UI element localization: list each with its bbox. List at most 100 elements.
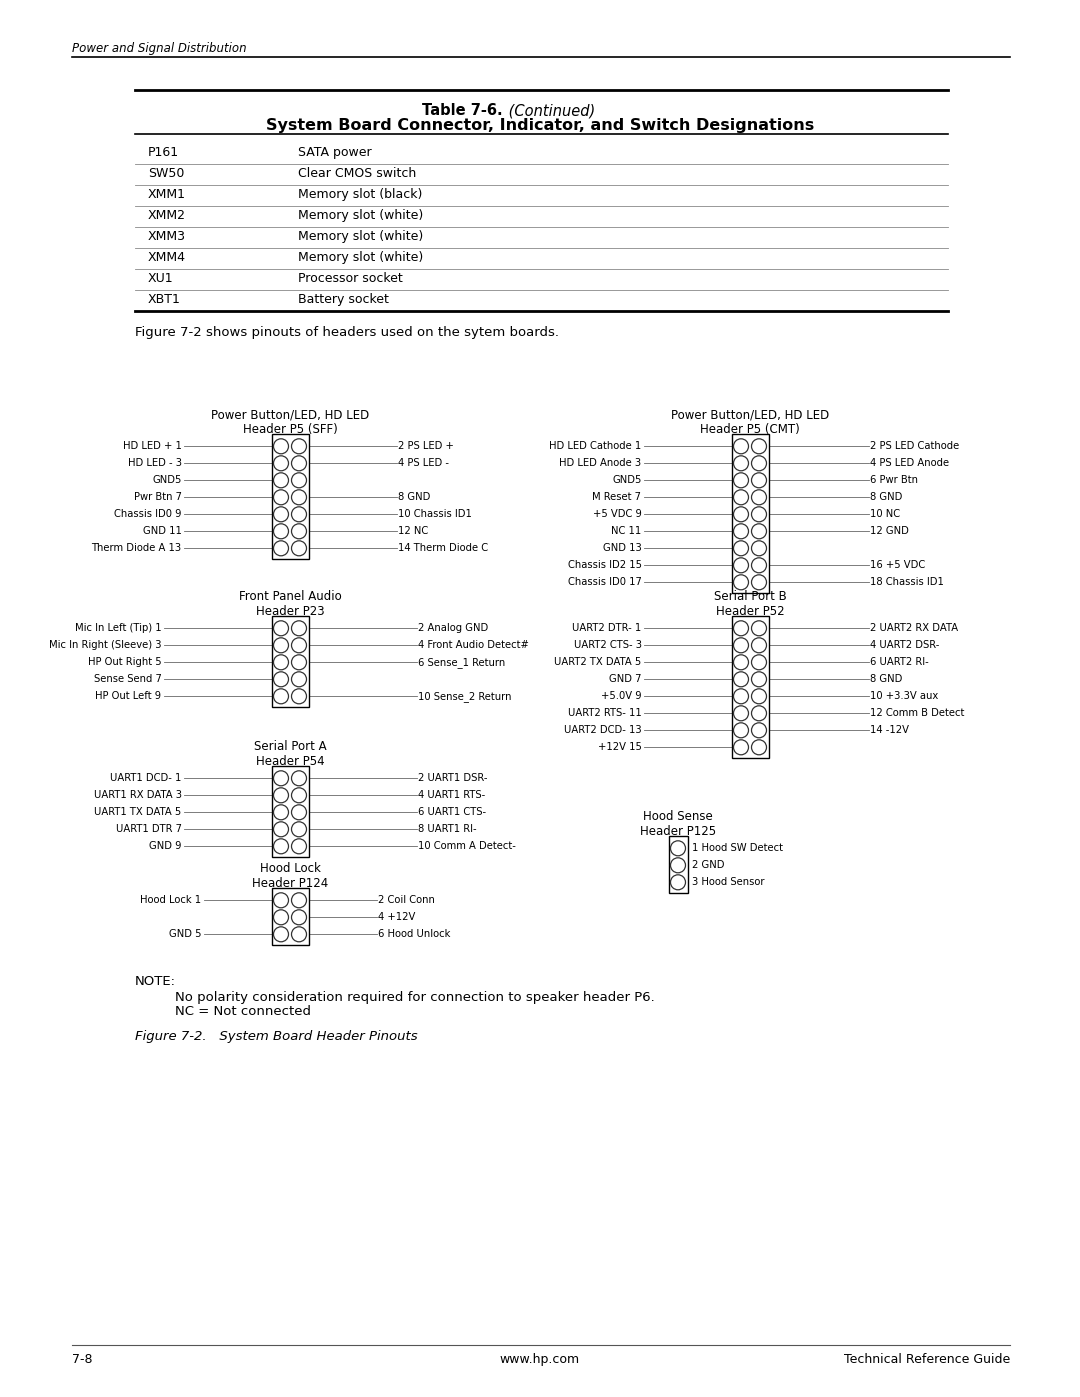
Text: XMM1: XMM1 bbox=[148, 189, 186, 201]
Text: Power Button/LED, HD LED
Header P5 (SFF): Power Button/LED, HD LED Header P5 (SFF) bbox=[211, 408, 369, 436]
Text: 10 Comm A Detect-: 10 Comm A Detect- bbox=[419, 841, 516, 851]
Text: XMM3: XMM3 bbox=[148, 231, 186, 243]
Text: HD LED Cathode 1: HD LED Cathode 1 bbox=[550, 441, 642, 451]
Text: 16 +5 VDC: 16 +5 VDC bbox=[870, 560, 926, 570]
Text: (Continued): (Continued) bbox=[504, 103, 595, 117]
Bar bbox=[669, 835, 688, 893]
Text: XU1: XU1 bbox=[148, 272, 174, 285]
Text: 4 +12V: 4 +12V bbox=[378, 912, 416, 922]
Text: 7-8: 7-8 bbox=[72, 1354, 93, 1366]
Text: Chassis ID2 15: Chassis ID2 15 bbox=[567, 560, 642, 570]
Text: 2 UART1 DSR-: 2 UART1 DSR- bbox=[419, 774, 488, 784]
Text: P161: P161 bbox=[148, 147, 179, 159]
Text: GND5: GND5 bbox=[152, 475, 181, 485]
Text: Memory slot (white): Memory slot (white) bbox=[298, 231, 423, 243]
Text: XBT1: XBT1 bbox=[148, 293, 180, 306]
Text: Figure 7-2.   System Board Header Pinouts: Figure 7-2. System Board Header Pinouts bbox=[135, 1030, 418, 1044]
Text: XMM4: XMM4 bbox=[148, 251, 186, 264]
Text: +5.0V 9: +5.0V 9 bbox=[600, 692, 642, 701]
Text: NC 11: NC 11 bbox=[611, 527, 642, 536]
Text: XMM2: XMM2 bbox=[148, 210, 186, 222]
Text: 4 UART1 RTS-: 4 UART1 RTS- bbox=[419, 791, 486, 800]
Text: Power Button/LED, HD LED
Header P5 (CMT): Power Button/LED, HD LED Header P5 (CMT) bbox=[671, 408, 829, 436]
Text: 2 Analog GND: 2 Analog GND bbox=[419, 623, 489, 633]
Text: Front Panel Audio
Header P23: Front Panel Audio Header P23 bbox=[239, 590, 341, 617]
Text: 10 Chassis ID1: 10 Chassis ID1 bbox=[399, 510, 472, 520]
Text: HD LED - 3: HD LED - 3 bbox=[127, 458, 181, 468]
Text: SATA power: SATA power bbox=[298, 147, 372, 159]
Text: UART2 CTS- 3: UART2 CTS- 3 bbox=[573, 640, 642, 650]
Text: 4 PS LED Anode: 4 PS LED Anode bbox=[870, 458, 949, 468]
Text: 4 PS LED -: 4 PS LED - bbox=[399, 458, 449, 468]
Text: Clear CMOS switch: Clear CMOS switch bbox=[298, 168, 416, 180]
Bar bbox=[271, 766, 309, 856]
Text: 14 -12V: 14 -12V bbox=[870, 725, 909, 735]
Text: 10 Sense_2 Return: 10 Sense_2 Return bbox=[419, 692, 512, 701]
Text: 2 GND: 2 GND bbox=[691, 861, 724, 870]
Text: +12V 15: +12V 15 bbox=[597, 742, 642, 753]
Text: 8 UART1 RI-: 8 UART1 RI- bbox=[419, 824, 477, 834]
Text: 12 Comm B Detect: 12 Comm B Detect bbox=[870, 708, 964, 718]
Text: Serial Port A
Header P54: Serial Port A Header P54 bbox=[254, 740, 326, 768]
Text: Therm Diode A 13: Therm Diode A 13 bbox=[92, 543, 181, 553]
Text: 10 +3.3V aux: 10 +3.3V aux bbox=[870, 692, 939, 701]
Text: M Reset 7: M Reset 7 bbox=[593, 492, 642, 503]
Text: Battery socket: Battery socket bbox=[298, 293, 389, 306]
Text: 2 PS LED +: 2 PS LED + bbox=[399, 441, 455, 451]
Text: UART1 DTR 7: UART1 DTR 7 bbox=[116, 824, 181, 834]
Text: GND 5: GND 5 bbox=[168, 929, 202, 939]
Text: 2 PS LED Cathode: 2 PS LED Cathode bbox=[870, 441, 960, 451]
Text: Memory slot (black): Memory slot (black) bbox=[298, 189, 422, 201]
Text: Hood Sense
Header P125: Hood Sense Header P125 bbox=[640, 810, 716, 838]
Text: Technical Reference Guide: Technical Reference Guide bbox=[843, 1354, 1010, 1366]
Text: System Board Connector, Indicator, and Switch Designations: System Board Connector, Indicator, and S… bbox=[266, 117, 814, 133]
Text: UART2 RTS- 11: UART2 RTS- 11 bbox=[568, 708, 642, 718]
Text: HP Out Right 5: HP Out Right 5 bbox=[87, 658, 162, 668]
Text: 8 GND: 8 GND bbox=[399, 492, 431, 503]
Bar bbox=[271, 888, 309, 944]
Text: SW50: SW50 bbox=[148, 168, 185, 180]
Text: No polarity consideration required for connection to speaker header P6.: No polarity consideration required for c… bbox=[175, 990, 654, 1004]
Bar bbox=[731, 616, 769, 757]
Text: 4 UART2 DSR-: 4 UART2 DSR- bbox=[870, 640, 940, 650]
Text: UART1 RX DATA 3: UART1 RX DATA 3 bbox=[94, 791, 181, 800]
Bar bbox=[731, 434, 769, 592]
Text: UART1 TX DATA 5: UART1 TX DATA 5 bbox=[94, 807, 181, 817]
Text: 2 Coil Conn: 2 Coil Conn bbox=[378, 895, 435, 905]
Text: Hood Lock
Header P124: Hood Lock Header P124 bbox=[252, 862, 328, 890]
Text: 4 Front Audio Detect#: 4 Front Audio Detect# bbox=[419, 640, 529, 650]
Text: Chassis ID0 9: Chassis ID0 9 bbox=[114, 510, 181, 520]
Text: +5 VDC 9: +5 VDC 9 bbox=[593, 510, 642, 520]
Text: 6 UART1 CTS-: 6 UART1 CTS- bbox=[419, 807, 487, 817]
Text: 8 GND: 8 GND bbox=[870, 675, 903, 685]
Text: GND 13: GND 13 bbox=[603, 543, 642, 553]
Text: Figure 7-2 shows pinouts of headers used on the sytem boards.: Figure 7-2 shows pinouts of headers used… bbox=[135, 326, 559, 339]
Text: Processor socket: Processor socket bbox=[298, 272, 403, 285]
Text: 18 Chassis ID1: 18 Chassis ID1 bbox=[870, 577, 944, 587]
Text: 12 NC: 12 NC bbox=[399, 527, 429, 536]
Text: GND 7: GND 7 bbox=[609, 675, 642, 685]
Text: HD LED + 1: HD LED + 1 bbox=[123, 441, 181, 451]
Text: 10 NC: 10 NC bbox=[870, 510, 901, 520]
Text: GND5: GND5 bbox=[612, 475, 642, 485]
Text: 6 Pwr Btn: 6 Pwr Btn bbox=[870, 475, 918, 485]
Text: 6 Sense_1 Return: 6 Sense_1 Return bbox=[419, 657, 505, 668]
Text: Power and Signal Distribution: Power and Signal Distribution bbox=[72, 42, 246, 54]
Text: UART2 DTR- 1: UART2 DTR- 1 bbox=[572, 623, 642, 633]
Text: www.hp.com: www.hp.com bbox=[500, 1354, 580, 1366]
Bar bbox=[271, 616, 309, 707]
Text: 1 Hood SW Detect: 1 Hood SW Detect bbox=[691, 844, 783, 854]
Text: Mic In Left (Tip) 1: Mic In Left (Tip) 1 bbox=[75, 623, 162, 633]
Text: 6 UART2 RI-: 6 UART2 RI- bbox=[870, 658, 929, 668]
Text: HP Out Left 9: HP Out Left 9 bbox=[95, 692, 162, 701]
Text: UART1 DCD- 1: UART1 DCD- 1 bbox=[110, 774, 181, 784]
Text: Chassis ID0 17: Chassis ID0 17 bbox=[568, 577, 642, 587]
Text: Table 7-6.: Table 7-6. bbox=[422, 103, 503, 117]
Text: Memory slot (white): Memory slot (white) bbox=[298, 251, 423, 264]
Text: UART2 TX DATA 5: UART2 TX DATA 5 bbox=[554, 658, 642, 668]
Text: 2 UART2 RX DATA: 2 UART2 RX DATA bbox=[870, 623, 959, 633]
Text: 6 Hood Unlock: 6 Hood Unlock bbox=[378, 929, 450, 939]
Text: Pwr Btn 7: Pwr Btn 7 bbox=[134, 492, 181, 503]
Text: GND 11: GND 11 bbox=[143, 527, 181, 536]
Text: 8 GND: 8 GND bbox=[870, 492, 903, 503]
